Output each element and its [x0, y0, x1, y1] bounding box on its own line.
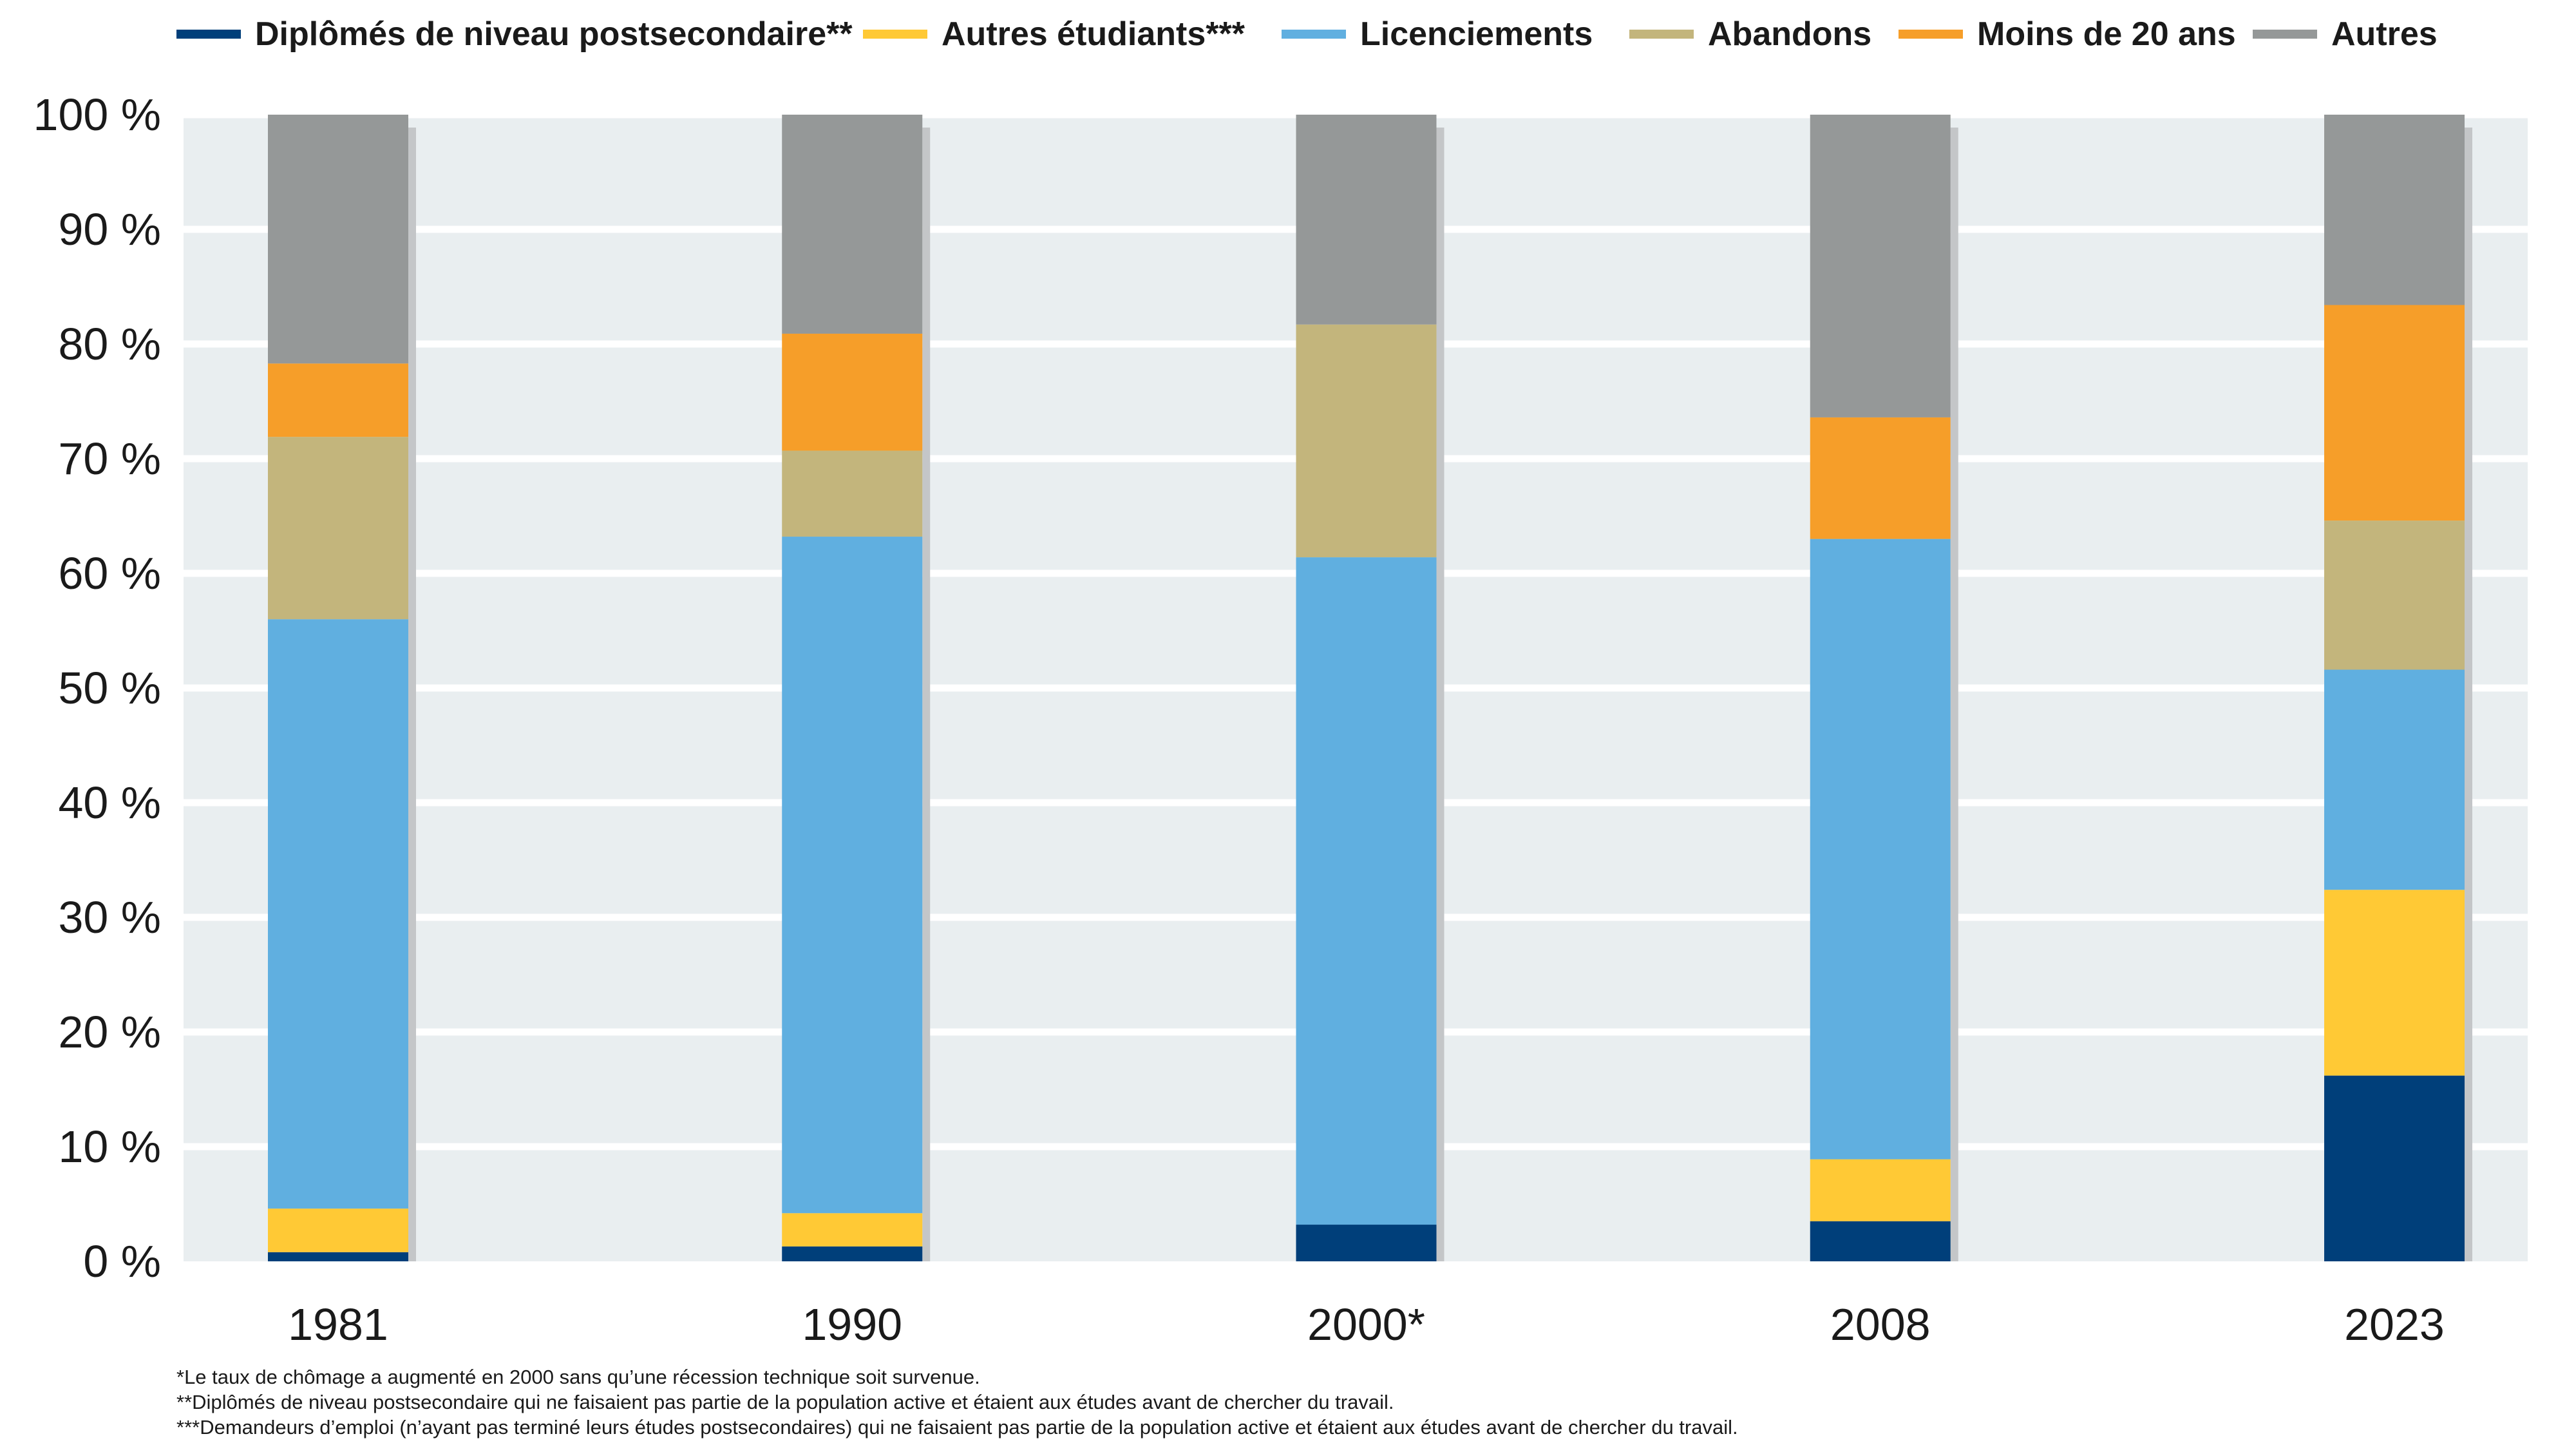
plot-background: [184, 115, 2528, 1261]
bar-segment: [268, 115, 408, 364]
legend: Diplômés de niveau postsecondaire** Autr…: [0, 12, 2576, 57]
bar-shadow: [1436, 128, 1444, 1261]
x-tick-label: 2000*: [1307, 1299, 1425, 1350]
legend-item-postsecondary-graduates[interactable]: Diplômés de niveau postsecondaire**: [176, 12, 853, 57]
legend-swatch: [1282, 30, 1346, 39]
y-tick-label: 100 %: [33, 90, 161, 140]
bar-segment: [2324, 669, 2465, 890]
legend-swatch: [863, 30, 927, 39]
bar-segment: [782, 450, 923, 537]
footnote-2: **Diplômés de niveau postsecondaire qui …: [176, 1391, 1394, 1413]
bar-segment: [268, 437, 408, 620]
bar-segment: [782, 333, 923, 451]
bar-segment: [1810, 539, 1951, 1160]
bar-segment: [2324, 305, 2465, 521]
y-tick-label: 30 %: [58, 892, 161, 942]
y-tick-label: 70 %: [58, 434, 161, 484]
y-tick-label: 20 %: [58, 1007, 161, 1057]
bar-segment: [1810, 1159, 1951, 1221]
legend-swatch: [2253, 30, 2317, 39]
y-tick-label: 90 %: [58, 204, 161, 254]
bar-segment: [1810, 417, 1951, 539]
bar-shadow: [2465, 128, 2472, 1261]
bar-segment: [782, 115, 923, 334]
footnote-1: *Le taux de chômage a augmenté en 2000 s…: [176, 1366, 980, 1388]
y-tick-label: 40 %: [58, 778, 161, 828]
legend-item-layoffs[interactable]: Licenciements: [1282, 12, 1593, 57]
legend-label: Autres: [2331, 15, 2438, 53]
x-tick-label: 2008: [1830, 1299, 1931, 1350]
bar-segment: [1296, 557, 1437, 1225]
bar-segment: [782, 537, 923, 1214]
x-tick-label: 1981: [288, 1299, 388, 1350]
legend-item-others[interactable]: Autres: [2253, 12, 2438, 57]
legend-label: Moins de 20 ans: [1977, 15, 2236, 53]
bar-segment: [2324, 115, 2465, 305]
footnote-3: ***Demandeurs d’emploi (n’ayant pas term…: [176, 1416, 1738, 1438]
y-tick-label: 10 %: [58, 1122, 161, 1172]
legend-label: Diplômés de niveau postsecondaire**: [255, 15, 853, 53]
bar-segment: [268, 1252, 408, 1261]
bar-segment: [1296, 324, 1437, 558]
bar-shadow: [408, 128, 416, 1261]
bar-segment: [268, 1209, 408, 1252]
legend-label: Abandons: [1708, 15, 1872, 53]
legend-label: Licenciements: [1360, 15, 1593, 53]
bar-segment: [268, 619, 408, 1209]
y-tick-label: 0 %: [83, 1236, 161, 1286]
bar-segment: [1296, 1225, 1437, 1261]
bar-shadow: [1950, 128, 1958, 1261]
bar-segment: [782, 1246, 923, 1261]
y-tick-label: 60 %: [58, 548, 161, 598]
legend-swatch: [176, 30, 241, 39]
legend-item-other-students[interactable]: Autres étudiants***: [863, 12, 1245, 57]
y-tick-label: 50 %: [58, 663, 161, 713]
bar-shadow: [922, 128, 931, 1261]
bar-segment: [1810, 1221, 1951, 1261]
legend-item-under-20[interactable]: Moins de 20 ans: [1899, 12, 2236, 57]
x-tick-label: 2023: [2344, 1299, 2445, 1350]
bar-segment: [1810, 115, 1951, 417]
x-tick-label: 1990: [802, 1299, 902, 1350]
legend-label: Autres étudiants***: [942, 15, 1245, 53]
legend-item-quits[interactable]: Abandons: [1629, 12, 1871, 57]
bar-segment: [782, 1213, 923, 1247]
bar-segment: [268, 363, 408, 437]
bar-segment: [2324, 1075, 2465, 1261]
y-tick-label: 80 %: [58, 319, 161, 369]
footnotes: *Le taux de chômage a augmenté en 2000 s…: [176, 1364, 2559, 1440]
bar-segment: [1296, 115, 1437, 325]
legend-swatch: [1899, 30, 1963, 39]
bar-segment: [2324, 890, 2465, 1076]
bar-segment: [2324, 521, 2465, 670]
legend-swatch: [1629, 30, 1694, 39]
